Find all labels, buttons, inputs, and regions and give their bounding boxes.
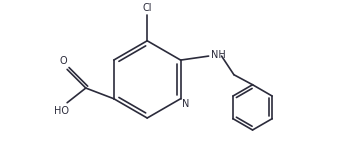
Text: NH: NH	[211, 50, 226, 60]
Text: HO: HO	[54, 106, 69, 116]
Text: N: N	[182, 99, 189, 109]
Text: O: O	[60, 56, 68, 66]
Text: Cl: Cl	[143, 3, 152, 13]
